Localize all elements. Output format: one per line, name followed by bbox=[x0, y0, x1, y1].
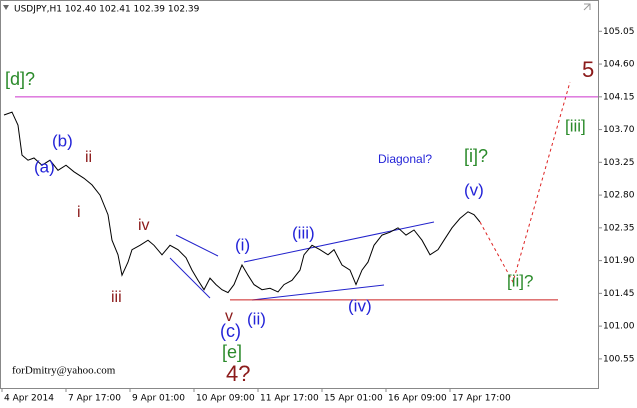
channel-lower bbox=[251, 284, 385, 301]
wave-label: 5 bbox=[582, 57, 594, 82]
wave-label: iii bbox=[111, 289, 122, 306]
y-tick-label: 104.60 bbox=[603, 60, 635, 70]
wave-label: Diagonal? bbox=[378, 152, 432, 166]
wave-label: (b) bbox=[52, 131, 73, 150]
wave-label: (a) bbox=[34, 157, 55, 176]
y-tick-label: 102.80 bbox=[603, 191, 635, 201]
wave-label: [ii]? bbox=[507, 271, 533, 290]
y-tick-label: 104.15 bbox=[603, 92, 635, 102]
wave-label: 4? bbox=[226, 361, 250, 386]
y-tick-label: 101.90 bbox=[603, 256, 635, 266]
wave-label: (ii) bbox=[247, 309, 266, 328]
y-tick-label: 103.70 bbox=[603, 125, 635, 135]
wedge-upper bbox=[175, 234, 219, 257]
wave-label: (c) bbox=[220, 321, 241, 341]
watermark: forDmitry@yahoo.com bbox=[12, 365, 116, 377]
wedge-lower bbox=[169, 257, 211, 299]
x-tick-label: 9 Apr 01:00 bbox=[132, 394, 185, 404]
price-line bbox=[3, 111, 481, 294]
title-icon bbox=[3, 5, 9, 10]
x-tick-label: 10 Apr 09:00 bbox=[196, 394, 255, 404]
wave-label: (iv) bbox=[348, 296, 372, 315]
wave-shapes bbox=[169, 81, 571, 301]
channel-upper bbox=[243, 221, 435, 263]
wave-label: iv bbox=[138, 217, 150, 234]
y-tick-label: 101.00 bbox=[603, 322, 635, 332]
y-tick-label: 102.35 bbox=[603, 223, 635, 233]
wave-label: i bbox=[77, 204, 81, 221]
wave-label: (i) bbox=[235, 235, 250, 254]
y-tick-label: 103.25 bbox=[603, 158, 635, 168]
x-tick-label: 11 Apr 17:00 bbox=[260, 394, 319, 404]
x-tick-label: 4 Apr 2014 bbox=[4, 394, 54, 404]
projection bbox=[479, 81, 571, 284]
wave-label: (v) bbox=[464, 180, 484, 199]
wave-label: [d]? bbox=[5, 69, 35, 89]
x-tick-label: 7 Apr 17:00 bbox=[68, 394, 121, 404]
wave-label: [e] bbox=[222, 342, 242, 362]
wave-label: v bbox=[225, 308, 233, 325]
x-tick-label: 15 Apr 01:00 bbox=[324, 394, 383, 404]
plot-frame bbox=[0, 0, 599, 389]
wave-label: ii bbox=[85, 149, 92, 166]
x-tick-label: 17 Apr 17:00 bbox=[452, 394, 511, 404]
y-tick-label: 101.45 bbox=[603, 289, 635, 299]
wave-label: [iii] bbox=[565, 116, 586, 135]
chart-title: USDJPY,H1 102.40 102.41 102.39 102.39 bbox=[14, 5, 200, 15]
wave-label: [i]? bbox=[464, 146, 488, 166]
wave-label: (iii) bbox=[292, 223, 315, 242]
y-tick-label: 100.55 bbox=[603, 354, 635, 364]
corner-icon bbox=[583, 3, 591, 11]
x-tick-label: 16 Apr 09:00 bbox=[388, 394, 447, 404]
y-tick-label: 105.05 bbox=[603, 27, 635, 37]
